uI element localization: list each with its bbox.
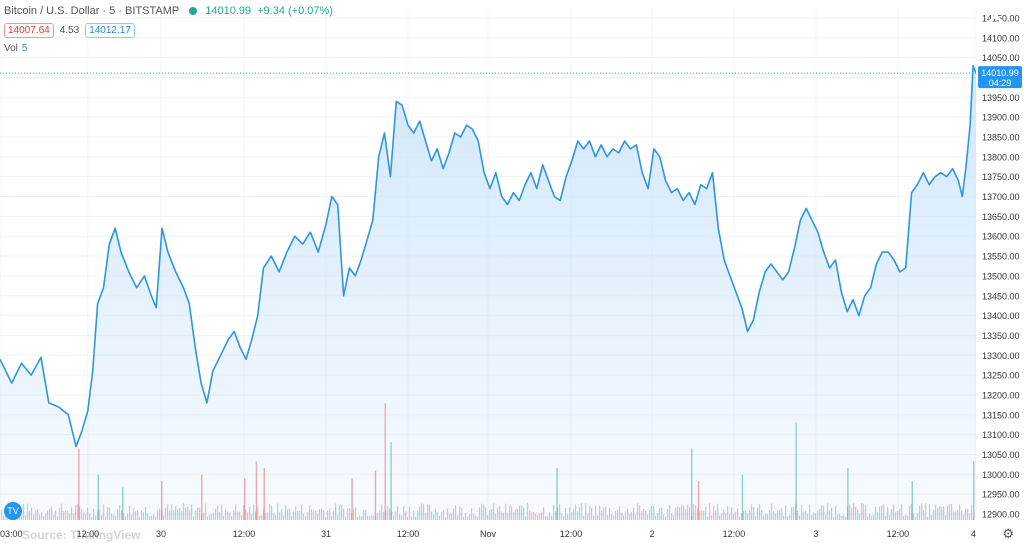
y-axis: 14150.0014100.0014050.0014000.0013950.00… bbox=[976, 0, 1024, 543]
x-tick-label: 12:00 bbox=[397, 529, 420, 539]
x-tick-label: Nov bbox=[480, 529, 497, 539]
y-tick-label: 13700.00 bbox=[982, 192, 1020, 202]
x-tick-label: 12:00 bbox=[560, 529, 583, 539]
y-tick-label: 14150.00 bbox=[982, 13, 1020, 23]
spread-value: 4.53 bbox=[59, 25, 80, 36]
y-tick-label: 13050.00 bbox=[982, 450, 1020, 460]
last-price: 14010.99 bbox=[205, 5, 252, 17]
price-area-fill bbox=[0, 65, 976, 520]
x-tick-label: 31 bbox=[321, 529, 331, 539]
x-tick-label: 12:00 bbox=[233, 529, 256, 539]
price-tag-countdown: 04:29 bbox=[989, 78, 1012, 88]
price-tag-bg bbox=[978, 66, 1022, 89]
price-tag-value: 14010.99 bbox=[981, 68, 1019, 78]
x-axis: 03:00 12:00 30 12:00 31 12:00 Nov 12:00 2 12:00 3 1… bbox=[0, 528, 976, 543]
y-tick-label: 13600.00 bbox=[982, 232, 1020, 242]
price-change: +9.34 (+0.07%) bbox=[257, 5, 333, 17]
y-tick-label: 13100.00 bbox=[982, 430, 1020, 440]
y-tick-label: 13150.00 bbox=[982, 410, 1020, 420]
y-tick-label: 13900.00 bbox=[982, 113, 1020, 123]
y-tick-label: 13950.00 bbox=[982, 93, 1020, 103]
y-tick-label: 13800.00 bbox=[982, 152, 1020, 162]
x-tick-label: 30 bbox=[156, 529, 166, 539]
y-tick-label: 14100.00 bbox=[982, 33, 1020, 43]
y-tick-label: 13250.00 bbox=[982, 371, 1020, 381]
y-tick-label: 13300.00 bbox=[982, 351, 1020, 361]
y-tick-label: 13350.00 bbox=[982, 331, 1020, 341]
gear-icon[interactable]: ⚙ bbox=[1002, 526, 1014, 541]
y-tick-label: 13750.00 bbox=[982, 172, 1020, 182]
x-tick-label: 2 bbox=[649, 529, 654, 539]
volume-value: 5 bbox=[21, 43, 28, 54]
y-tick-label: 13200.00 bbox=[982, 390, 1020, 400]
tradingview-logo-icon[interactable]: TV bbox=[4, 502, 22, 520]
close-icon[interactable]: ✕ bbox=[987, 6, 1004, 28]
y-axis-bg bbox=[976, 0, 1024, 543]
x-tick-label: 3 bbox=[813, 529, 818, 539]
ask-price[interactable]: 14012.17 bbox=[85, 23, 135, 38]
x-tick-label: 03:00 bbox=[0, 529, 23, 539]
x-tick-label: 12:00 bbox=[723, 529, 746, 539]
y-tick-label: 14050.00 bbox=[982, 53, 1020, 63]
bid-price[interactable]: 14007.64 bbox=[4, 23, 54, 38]
y-tick-label: 12900.00 bbox=[982, 510, 1020, 520]
x-axis-bg bbox=[0, 528, 976, 543]
y-tick-label: 13400.00 bbox=[982, 311, 1020, 321]
y-tick-label: 13650.00 bbox=[982, 212, 1020, 222]
y-tick-label: 13000.00 bbox=[982, 470, 1020, 480]
price-line bbox=[0, 64, 977, 448]
x-tick-label: 12:00 bbox=[77, 529, 100, 539]
y-tick-label: 13500.00 bbox=[982, 271, 1020, 281]
y-tick-label: 13550.00 bbox=[982, 252, 1020, 262]
market-open-icon bbox=[189, 7, 198, 15]
quote-row: 14007.64 4.53 14012.17 bbox=[4, 23, 135, 38]
volume-legend: Vol 5 bbox=[4, 43, 27, 54]
y-tick-label: 12950.00 bbox=[982, 490, 1020, 500]
watermark: Source: TradingView bbox=[22, 528, 141, 542]
y-tick-label: 13450.00 bbox=[982, 291, 1020, 301]
chart-header: Bitcoin / U.S. Dollar · 5 · BITSTAMP 140… bbox=[4, 5, 339, 17]
symbol-title[interactable]: Bitcoin / U.S. Dollar · 5 · BITSTAMP bbox=[4, 5, 180, 17]
x-tick-label: 12:00 bbox=[887, 529, 910, 539]
x-tick-label: 4 bbox=[971, 529, 976, 539]
y-tick-label: 13850.00 bbox=[982, 132, 1020, 142]
volume-label: Vol bbox=[4, 43, 18, 54]
